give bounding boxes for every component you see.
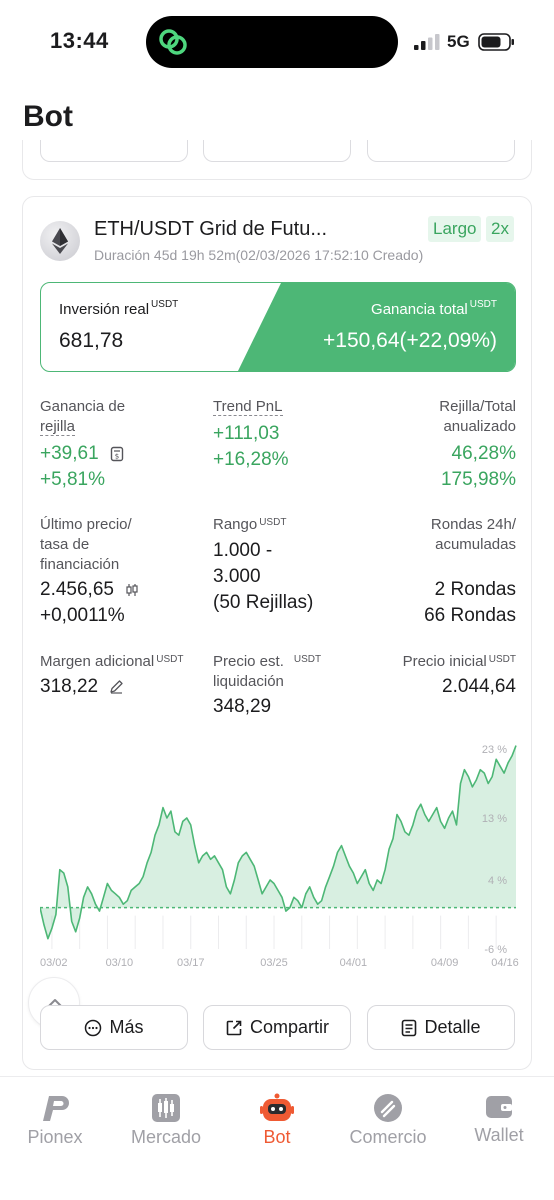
investment-label: Inversión real USDT <box>59 299 179 318</box>
bot-card[interactable]: ETH/USDT Grid de Futu... Largo 2x Duraci… <box>22 196 532 1070</box>
prev-card-button[interactable] <box>40 140 188 162</box>
chart-series-line <box>40 745 517 940</box>
status-bar: 13:44 5G <box>0 0 554 86</box>
chart-x-tick-label: 04/16 <box>491 957 519 969</box>
chart-area <box>40 745 516 939</box>
page-title: Bot <box>23 100 73 133</box>
share-button[interactable]: Compartir <box>203 1005 351 1050</box>
nav-market[interactable]: Mercado <box>111 1093 221 1148</box>
bot-name[interactable]: ETH/USDT Grid de Futu... <box>94 218 328 240</box>
more-label: Más <box>109 1017 144 1037</box>
share-label: Compartir <box>249 1017 329 1037</box>
chart-y-tick-label: 23 % <box>482 744 507 756</box>
chart-x-tick-label: 03/17 <box>177 957 205 969</box>
chevron-up-icon <box>47 999 63 1008</box>
grid-profit-stat: Ganancia de rejilla +39,61 $ +5,81% <box>40 398 126 490</box>
edit-icon[interactable] <box>109 679 124 695</box>
last-price-stat: Último precio/ tasa de financiación 2.45… <box>40 515 210 629</box>
chart-x-tick-label: 04/01 <box>340 957 368 969</box>
range-stat: Rango USDT 1.000 - 3.000 (50 Rejillas) <box>213 516 314 613</box>
robot-icon <box>260 1093 294 1121</box>
prev-card-button[interactable] <box>367 140 515 162</box>
market-chart-icon <box>152 1094 180 1122</box>
pnl-chart[interactable]: 23 % 13 % 4 % -6 % 03/02 03/10 03/17 03/25 04/01… <box>40 737 520 977</box>
leverage-tag: 2x <box>486 216 514 242</box>
chart-y-tick-label: -6 % <box>484 944 507 956</box>
document-icon <box>402 1019 417 1036</box>
candlestick-icon[interactable] <box>125 583 139 597</box>
grid-total-annualized-stat: Rejilla/Total anualizado 46,28% 175,98% <box>439 398 516 490</box>
chart-x-tick-label: 03/10 <box>106 957 134 969</box>
more-icon <box>85 1019 102 1036</box>
previous-bot-card <box>22 140 532 180</box>
share-icon <box>226 1020 242 1035</box>
bottom-navigation: Pionex Mercado Bot Comercio <box>0 1076 554 1200</box>
network-type: 5G <box>447 32 470 51</box>
chart-y-tick-label: 4 % <box>488 875 507 887</box>
status-time: 13:44 <box>50 28 109 53</box>
eth-coin-icon <box>40 221 80 261</box>
trend-pnl-stat: Trend PnL +111,03 +16,28% <box>213 398 289 470</box>
chart-x-tick-label: 04/09 <box>431 957 459 969</box>
prev-card-button[interactable] <box>203 140 351 162</box>
pnl-highlight <box>237 283 515 371</box>
rounds-stat: Rondas 24h/ acumuladas 2 Rondas 66 Ronda… <box>424 516 516 626</box>
pionex-logo-icon <box>43 1096 69 1121</box>
nav-pionex[interactable]: Pionex <box>0 1093 110 1148</box>
pnl-summary: Inversión real USDT 681,78 Ganancia total… <box>40 282 516 372</box>
total-gain-label: Ganancia total USDT <box>371 299 497 318</box>
initial-price-stat: Precio inicial USDT 2.044,64 <box>402 653 516 697</box>
chart-x-tick-label: 03/02 <box>40 957 68 969</box>
nav-trade[interactable]: Comercio <box>333 1093 443 1148</box>
wallet-icon <box>486 1096 512 1118</box>
nav-bot[interactable]: Bot <box>222 1093 332 1148</box>
dynamic-island <box>146 16 398 68</box>
signal-icon <box>414 34 440 50</box>
receipt-icon[interactable]: $ <box>110 446 124 462</box>
trade-swap-icon <box>374 1094 402 1122</box>
detail-button[interactable]: Detalle <box>367 1005 515 1050</box>
app-link-icon <box>159 29 187 55</box>
battery-icon <box>478 33 514 51</box>
extra-margin-stat: Margen adicional USDT 318,22 <box>40 653 184 697</box>
direction-tag: Largo <box>428 216 482 242</box>
investment-value: 681,78 <box>59 329 124 352</box>
liquidation-price-stat: Precio est. USDT liquidación 348,29 <box>213 653 322 717</box>
chart-x-tick-label: 03/25 <box>260 957 288 969</box>
nav-wallet[interactable]: Wallet <box>444 1093 554 1146</box>
svg-text:$: $ <box>115 452 119 460</box>
more-button[interactable]: Más <box>40 1005 188 1050</box>
bot-duration: Duración 45d 19h 52m(02/03/2026 17:52:10… <box>94 247 424 263</box>
total-gain-value: +150,64(+22,09%) <box>323 329 497 352</box>
detail-label: Detalle <box>424 1017 481 1037</box>
chart-y-tick-label: 13 % <box>482 813 507 825</box>
